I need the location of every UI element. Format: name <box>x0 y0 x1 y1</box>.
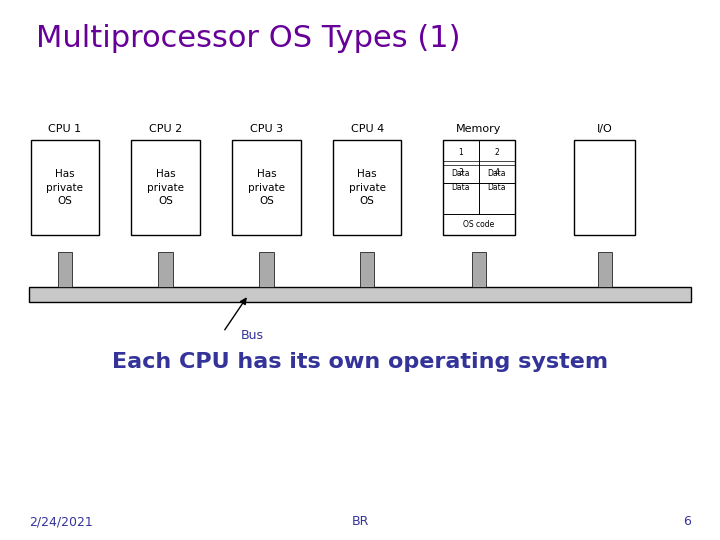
Bar <box>30 140 99 235</box>
Text: Data: Data <box>487 183 506 192</box>
Text: Data: Data <box>451 170 470 179</box>
Text: BR: BR <box>351 515 369 528</box>
Bar <box>443 140 515 235</box>
Text: Memory: Memory <box>456 124 502 134</box>
Text: Has
private
OS: Has private OS <box>147 170 184 206</box>
Text: 1: 1 <box>459 148 463 157</box>
Text: 6: 6 <box>683 515 691 528</box>
Bar <box>575 140 635 235</box>
Bar <box>360 252 374 287</box>
Text: 3: 3 <box>459 167 463 177</box>
Text: 4: 4 <box>495 167 499 177</box>
Bar <box>598 252 612 287</box>
Text: Has
private
OS: Has private OS <box>348 170 386 206</box>
Text: Each CPU has its own operating system: Each CPU has its own operating system <box>112 352 608 372</box>
Text: Multiprocessor OS Types (1): Multiprocessor OS Types (1) <box>36 24 461 53</box>
Text: Has
private
OS: Has private OS <box>248 170 285 206</box>
Text: CPU 2: CPU 2 <box>149 124 182 134</box>
Bar <box>158 252 173 287</box>
Bar <box>472 252 486 287</box>
Text: CPU 1: CPU 1 <box>48 124 81 134</box>
Bar <box>259 252 274 287</box>
Text: I/O: I/O <box>597 124 613 134</box>
Text: Has
private
OS: Has private OS <box>46 170 84 206</box>
Text: Data: Data <box>451 183 470 192</box>
Text: CPU 3: CPU 3 <box>250 124 283 134</box>
Text: 2: 2 <box>495 148 499 157</box>
Bar <box>29 287 691 302</box>
Text: 2/24/2021: 2/24/2021 <box>29 515 93 528</box>
Text: CPU 4: CPU 4 <box>351 124 384 134</box>
Bar <box>232 140 301 235</box>
Text: Data: Data <box>487 170 506 179</box>
Text: Bus: Bus <box>241 329 264 342</box>
Bar <box>333 140 402 235</box>
Text: OS code: OS code <box>463 220 495 229</box>
Bar <box>132 140 199 235</box>
Bar <box>58 252 72 287</box>
